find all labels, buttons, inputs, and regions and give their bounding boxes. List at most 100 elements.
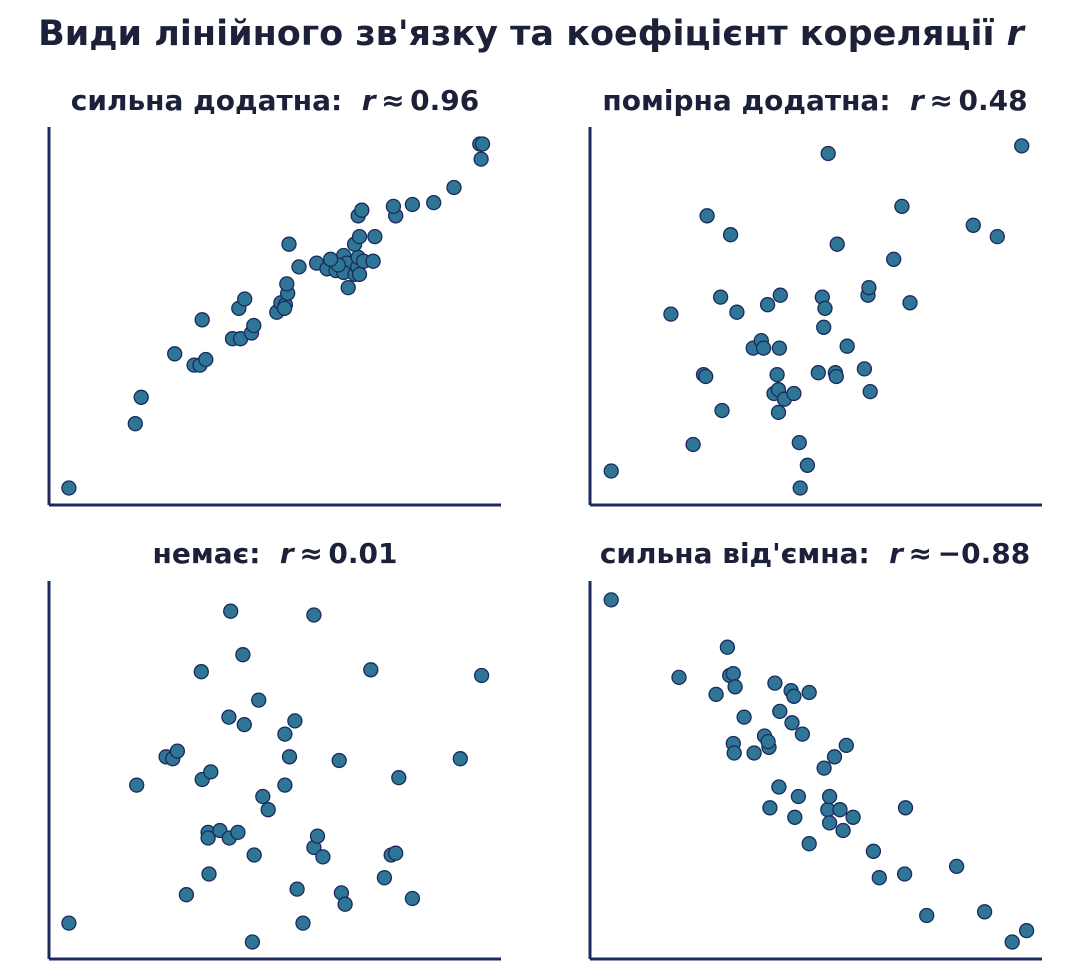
panel-title: сильна додатна: r ≈ 0.96 bbox=[71, 84, 480, 117]
data-point bbox=[251, 692, 267, 708]
r-relation: ≈ bbox=[376, 84, 411, 117]
data-point bbox=[771, 779, 787, 795]
r-symbol: r bbox=[910, 84, 926, 117]
data-point bbox=[235, 647, 251, 663]
data-point bbox=[902, 295, 918, 311]
data-point bbox=[404, 196, 421, 213]
r-value: 0.96 bbox=[410, 84, 479, 117]
data-point bbox=[816, 319, 832, 335]
data-point bbox=[746, 745, 762, 761]
data-point bbox=[446, 179, 462, 196]
data-point bbox=[351, 228, 368, 245]
data-point bbox=[365, 253, 381, 269]
data-point bbox=[61, 915, 77, 931]
data-point bbox=[306, 607, 322, 623]
data-point bbox=[246, 317, 262, 334]
data-point bbox=[726, 745, 742, 761]
panel-strong-positive: сильна додатна: r ≈ 0.96 bbox=[47, 84, 501, 507]
data-point bbox=[817, 300, 833, 317]
data-point bbox=[792, 480, 808, 496]
data-point bbox=[1004, 934, 1020, 950]
data-point bbox=[309, 828, 326, 844]
data-point bbox=[719, 639, 736, 655]
data-point bbox=[708, 686, 724, 703]
data-point bbox=[404, 890, 421, 907]
data-point bbox=[976, 904, 993, 920]
r-value: −0.88 bbox=[938, 537, 1031, 570]
panel-strong-negative: сильна від'ємна: r ≈ −0.88 bbox=[588, 537, 1042, 961]
data-point bbox=[839, 338, 855, 354]
data-point bbox=[886, 251, 902, 267]
data-point bbox=[727, 679, 743, 695]
data-point bbox=[133, 389, 149, 405]
data-point bbox=[603, 463, 619, 479]
data-point bbox=[919, 907, 935, 924]
data-point bbox=[699, 208, 715, 224]
data-point bbox=[835, 822, 851, 839]
data-point bbox=[948, 858, 965, 875]
panel-label: немає: bbox=[153, 537, 280, 570]
data-point bbox=[244, 934, 261, 950]
data-point bbox=[223, 603, 239, 619]
data-point bbox=[698, 368, 714, 385]
panel-title: помірна додатна: r ≈ 0.48 bbox=[602, 84, 1027, 117]
data-point bbox=[426, 194, 442, 211]
main-title: Види лінійного зв'язку та коефіцієнт кор… bbox=[38, 14, 1024, 54]
data-point bbox=[712, 289, 729, 305]
data-point bbox=[820, 145, 836, 162]
data-point bbox=[897, 800, 914, 816]
data-point bbox=[760, 733, 776, 750]
data-point bbox=[828, 368, 844, 385]
data-point bbox=[337, 896, 353, 912]
data-point bbox=[255, 788, 271, 805]
data-point bbox=[787, 809, 803, 825]
data-point bbox=[221, 709, 237, 725]
data-point bbox=[237, 291, 253, 307]
data-point bbox=[826, 749, 843, 765]
data-point bbox=[791, 434, 807, 451]
data-point bbox=[193, 664, 209, 680]
data-point bbox=[351, 266, 368, 283]
data-point bbox=[260, 802, 276, 818]
data-point bbox=[862, 383, 878, 400]
data-point bbox=[799, 457, 816, 473]
data-point bbox=[289, 881, 305, 897]
data-point bbox=[685, 436, 701, 453]
data-point bbox=[203, 764, 219, 780]
data-point bbox=[794, 726, 811, 742]
data-point bbox=[722, 227, 739, 243]
data-point bbox=[279, 276, 295, 292]
data-point bbox=[861, 279, 877, 296]
data-point bbox=[770, 404, 787, 421]
data-point bbox=[200, 830, 216, 846]
data-point bbox=[198, 351, 214, 368]
r-value: 0.01 bbox=[328, 537, 397, 570]
data-point bbox=[816, 760, 832, 776]
data-point bbox=[821, 788, 838, 805]
data-point bbox=[714, 402, 730, 419]
data-point bbox=[784, 715, 800, 731]
data-point bbox=[772, 703, 788, 720]
data-point bbox=[838, 737, 854, 754]
data-point bbox=[767, 675, 783, 691]
panel-moderate-positive: помірна додатна: r ≈ 0.48 bbox=[588, 84, 1042, 507]
data-point bbox=[322, 251, 339, 267]
data-point bbox=[246, 847, 262, 863]
panel-label: помірна додатна: bbox=[602, 84, 910, 117]
r-symbol: r bbox=[889, 537, 905, 570]
data-point bbox=[287, 713, 303, 729]
data-point bbox=[965, 217, 981, 233]
data-point bbox=[340, 279, 356, 296]
r-value: 0.48 bbox=[959, 84, 1028, 117]
data-point bbox=[391, 769, 407, 786]
data-point bbox=[388, 845, 404, 861]
data-point bbox=[759, 297, 776, 313]
data-point bbox=[385, 198, 402, 215]
r-symbol: r bbox=[280, 537, 296, 570]
data-point bbox=[671, 669, 687, 686]
data-point bbox=[331, 752, 347, 769]
data-point bbox=[790, 788, 807, 805]
data-point bbox=[367, 228, 383, 245]
data-point bbox=[281, 749, 298, 765]
panel-title: сильна від'ємна: r ≈ −0.88 bbox=[600, 537, 1030, 570]
